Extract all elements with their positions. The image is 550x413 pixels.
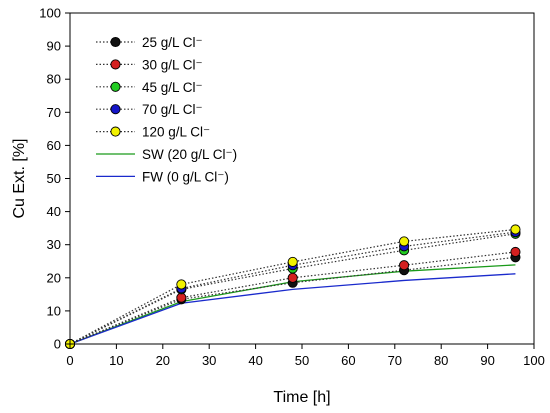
- x-tick-label: 60: [341, 353, 355, 368]
- y-axis-title: Cu Ext. [%]: [11, 138, 28, 218]
- legend-item: SW (20 g/L Cl⁻): [96, 147, 237, 162]
- legend-item: 30 g/L Cl⁻: [96, 57, 203, 72]
- legend-label: 70 g/L Cl⁻: [142, 102, 203, 117]
- legend-label: SW (20 g/L Cl⁻): [142, 147, 237, 162]
- y-tick-label: 80: [47, 72, 61, 87]
- x-tick-label: 100: [523, 353, 545, 368]
- data-point: [287, 272, 298, 283]
- y-tick-label: 60: [47, 138, 61, 153]
- y-tick-label: 90: [47, 39, 61, 54]
- legend-label: 45 g/L Cl⁻: [142, 80, 203, 95]
- legend-marker: [110, 126, 121, 137]
- x-axis-title: Time [h]: [273, 389, 330, 406]
- y-tick-label: 40: [47, 204, 61, 219]
- legend-label: 25 g/L Cl⁻: [142, 35, 203, 50]
- x-tick-label: 70: [388, 353, 402, 368]
- y-tick-label: 0: [54, 337, 61, 352]
- axes: 0 10 20 30 40 50 60 70 80 90 100 0 10 20 30 40 50 60 70 80 9…: [39, 6, 545, 369]
- x-tick-label: 90: [480, 353, 494, 368]
- legend-item: 25 g/L Cl⁻: [96, 35, 203, 50]
- legend-label: 30 g/L Cl⁻: [142, 57, 203, 72]
- legend-marker: [110, 59, 121, 70]
- legend-item: 70 g/L Cl⁻: [96, 102, 203, 117]
- y-tick-label: 10: [47, 303, 61, 318]
- y-tick-label: 20: [47, 270, 61, 285]
- data-point: [510, 224, 521, 235]
- y-tick-label: 100: [39, 6, 61, 21]
- plot-area: [64, 224, 521, 350]
- legend-label: 120 g/L Cl⁻: [142, 125, 210, 140]
- series-line-dotted: [69, 231, 516, 345]
- y-tick-label: 50: [47, 171, 61, 186]
- data-point: [176, 292, 187, 303]
- x-tick-label: 20: [156, 353, 170, 368]
- legend-item: 120 g/L Cl⁻: [96, 125, 210, 140]
- series-line-dotted: [69, 228, 516, 345]
- data-point: [510, 246, 521, 258]
- legend: 25 g/L Cl⁻ 30 g/L Cl⁻ 45 g/L Cl⁻ 70 g/L Cl⁻…: [96, 35, 237, 184]
- x-tick-label: 10: [109, 353, 123, 368]
- x-tick-label: 80: [434, 353, 448, 368]
- plot-frame: [69, 12, 535, 345]
- x-tick-label: 50: [295, 353, 309, 368]
- legend-item: FW (0 g/L Cl⁻): [96, 169, 229, 184]
- legend-item: 45 g/L Cl⁻: [96, 80, 203, 95]
- y-tick-label: 30: [47, 237, 61, 252]
- x-tick-label: 0: [66, 353, 73, 368]
- legend-marker: [110, 36, 121, 48]
- y-tick-label: 70: [47, 105, 61, 120]
- legend-marker: [110, 81, 121, 92]
- series-line-solid: [69, 273, 516, 345]
- data-point: [287, 256, 298, 267]
- legend-marker: [110, 104, 121, 115]
- legend-label: FW (0 g/L Cl⁻): [142, 169, 229, 184]
- x-tick-label: 40: [248, 353, 262, 368]
- data-point: [399, 260, 410, 271]
- series-line-dotted: [69, 256, 516, 345]
- data-point: [176, 279, 187, 290]
- data-point: [399, 236, 410, 247]
- x-tick-label: 30: [202, 353, 216, 368]
